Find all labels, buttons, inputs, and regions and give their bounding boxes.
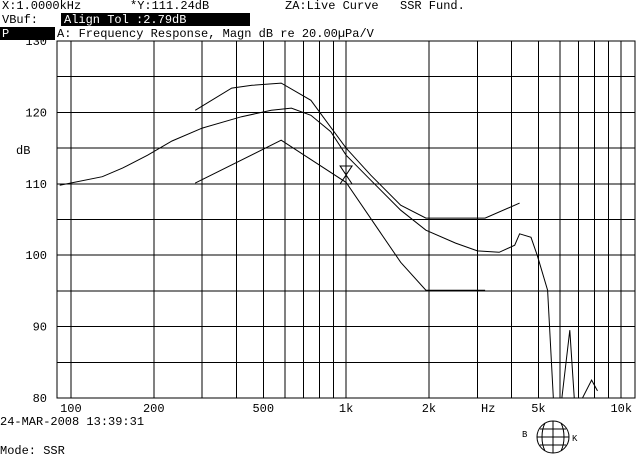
y-tick-label: 100 xyxy=(25,249,47,263)
series-line xyxy=(194,82,520,219)
logo-b: B xyxy=(522,430,528,440)
y-axis-label: dB xyxy=(16,144,30,158)
x-tick-label: 100 xyxy=(60,402,82,416)
timestamp: 24-MAR-2008 13:39:31 xyxy=(0,415,144,429)
x-tick-label: 1k xyxy=(339,402,353,416)
x-unit-label: Hz xyxy=(481,402,495,416)
mode-top: SSR Fund. xyxy=(400,0,465,13)
y-tick-label: 110 xyxy=(25,178,47,192)
function-label: A: Frequency Response, Magn dB re 20.00µ… xyxy=(57,27,375,41)
plot-area xyxy=(59,82,598,398)
vbuf-label: VBuf: xyxy=(2,13,38,27)
y-tick-label: 120 xyxy=(25,106,47,120)
mode-label: Mode: SSR xyxy=(0,444,65,457)
y-tick-label: 90 xyxy=(33,321,47,335)
x-tick-label: 10k xyxy=(610,402,632,416)
logo-k: K xyxy=(572,434,578,444)
p-box xyxy=(0,27,55,40)
x-tick-label: 5k xyxy=(531,402,545,416)
za-label: ZA:Live Curve xyxy=(285,0,379,13)
series-line xyxy=(194,139,486,291)
align-label: Align Tol :2.79dB xyxy=(64,13,186,27)
p-label: P xyxy=(2,27,9,41)
logo-lines xyxy=(537,421,569,453)
series-line xyxy=(59,107,598,398)
x-tick-label: 200 xyxy=(143,402,165,416)
y-readout: *Y:111.24dB xyxy=(130,0,209,13)
x-tick-label: 2k xyxy=(422,402,436,416)
x-readout: X:1.0000kHz xyxy=(2,0,81,13)
align-box xyxy=(61,13,250,26)
logo: B K xyxy=(522,420,578,454)
x-tick-label: 500 xyxy=(252,402,274,416)
y-tick-label: 80 xyxy=(33,392,47,406)
y-tick-label: 130 xyxy=(25,35,47,49)
